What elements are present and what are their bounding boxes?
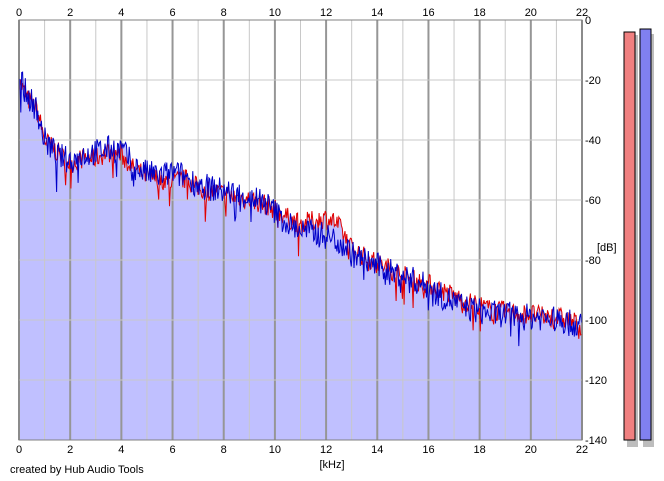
x-tick-label-top: 16: [422, 7, 434, 19]
x-tick-label-bottom: 4: [118, 444, 124, 456]
x-tick-label-bottom: 2: [67, 444, 73, 456]
plot-frame: [18, 19, 583, 441]
y-tick-label: -80: [585, 255, 601, 267]
x-tick-label-bottom: 22: [576, 444, 588, 456]
plot-border: [18, 19, 583, 441]
series-line-left-channel: [18, 79, 582, 339]
x-tick-labels-top: 0 2 4 6 8 10 12 14 16 18 20 22: [16, 7, 588, 19]
x-tick-label-top: 14: [371, 7, 383, 19]
x-tick-label-top: 6: [169, 7, 175, 19]
x-axis-label: [kHz]: [319, 459, 344, 471]
x-tick-label-top: 8: [221, 7, 227, 19]
x-tick-label-top: 18: [474, 7, 486, 19]
meter-right: [639, 28, 652, 441]
y-tick-label: -120: [585, 375, 607, 387]
x-tick-label-top: 22: [576, 7, 588, 19]
x-tick-label-bottom: 12: [320, 444, 332, 456]
x-tick-label-top: 0: [16, 7, 22, 19]
y-tick-label: -20: [585, 75, 601, 87]
x-tick-label-bottom: 8: [221, 444, 227, 456]
series-layer: [18, 71, 582, 347]
x-tick-label-bottom: 6: [169, 444, 175, 456]
x-tick-label-top: 20: [525, 7, 537, 19]
y-tick-labels: 0 -20 -40 -60 -80 -100 -120 -140: [585, 15, 607, 447]
series-line-right-channel: [18, 71, 582, 347]
y-tick-label: 0: [585, 15, 591, 27]
level-meters: [623, 28, 654, 447]
x-tick-label-bottom: 20: [525, 444, 537, 456]
x-tick-label-top: 10: [269, 7, 281, 19]
meter-left: [623, 31, 636, 441]
credit-text: created by Hub Audio Tools: [10, 464, 144, 476]
x-tick-label-top: 4: [118, 7, 124, 19]
x-tick-label-top: 2: [67, 7, 73, 19]
y-axis-label: [dB]: [597, 242, 617, 254]
y-tick-label: -140: [585, 435, 607, 447]
x-tick-label-bottom: 18: [474, 444, 486, 456]
x-tick-label-bottom: 16: [422, 444, 434, 456]
y-tick-label: -60: [585, 195, 601, 207]
x-tick-label-top: 12: [320, 7, 332, 19]
x-tick-labels-bottom: 0 2 4 6 8 10 12 14 16 18 20 22: [16, 444, 588, 456]
x-tick-label-bottom: 0: [16, 444, 22, 456]
x-tick-label-bottom: 10: [269, 444, 281, 456]
y-tick-label: -100: [585, 315, 607, 327]
x-tick-label-bottom: 14: [371, 444, 383, 456]
grid-layer: [18, 19, 583, 441]
y-tick-label: -40: [585, 135, 601, 147]
